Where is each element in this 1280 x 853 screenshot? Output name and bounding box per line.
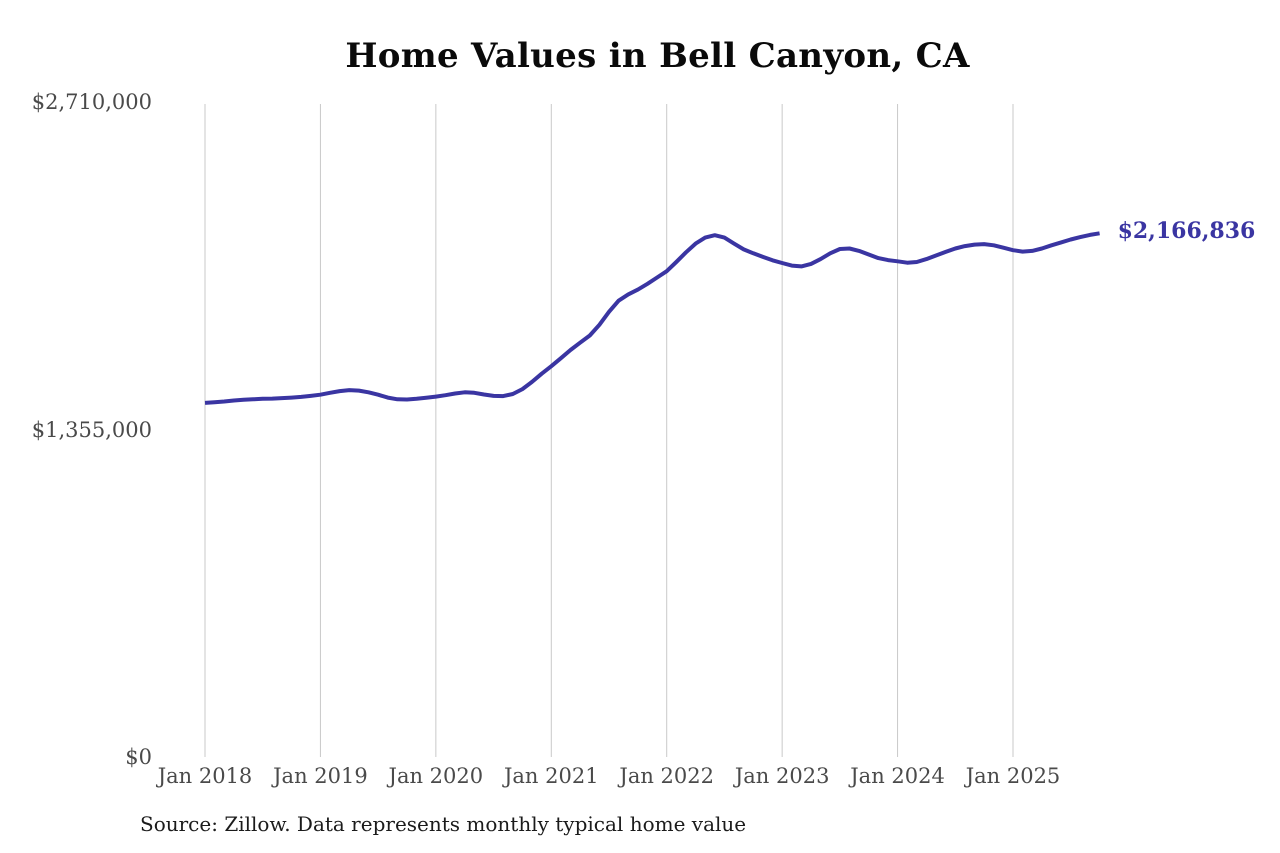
x-axis-tick-label: Jan 2020 — [388, 764, 484, 788]
x-axis-tick-label: Jan 2018 — [157, 764, 253, 788]
x-axis-tick-label: Jan 2022 — [619, 764, 714, 788]
y-axis-tick-label: $0 — [125, 745, 152, 769]
x-axis-tick-label: Jan 2024 — [850, 764, 945, 788]
home-value-line — [204, 231, 1100, 405]
chart-title: Home Values in Bell Canyon, CA — [345, 36, 970, 76]
x-axis-tick-label: Jan 2021 — [503, 764, 599, 788]
source-note: Source: Zillow. Data represents monthly … — [140, 812, 747, 836]
x-axis-tick-label: Jan 2019 — [273, 764, 368, 788]
x-axis-tick-label: Jan 2023 — [734, 764, 830, 788]
x-axis-tick-label: Jan 2025 — [965, 764, 1061, 788]
latest-value-label: $2,166,836 — [1117, 218, 1256, 245]
y-axis-tick-label: $1,355,000 — [31, 417, 152, 442]
y-axis-tick-label: $2,710,000 — [31, 90, 152, 114]
